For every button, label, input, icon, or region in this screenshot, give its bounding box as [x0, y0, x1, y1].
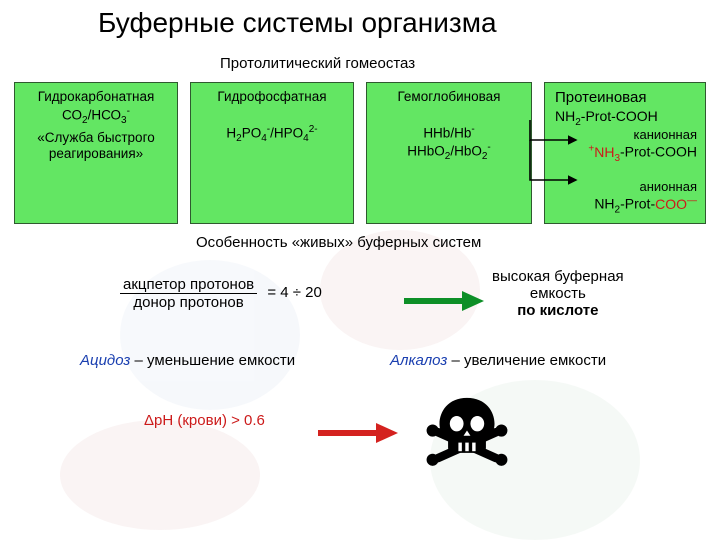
skull-icon	[424, 394, 510, 474]
box-formula-2: HHbO2/HbO2-	[373, 142, 525, 164]
alkalosis-text: Алкалоз – увеличение емкости	[390, 352, 606, 369]
hc-line2: емкость	[492, 285, 624, 302]
box-formula: H2PO4-/HPO42-	[197, 124, 347, 146]
box-formula-1: HHb/Hb-	[373, 124, 525, 142]
cationic-label: канионная	[588, 127, 697, 143]
alkalosis-rest: – увеличение емкости	[447, 352, 606, 369]
acidosis-text: Ацидоз – уменьшение емкости	[80, 352, 295, 369]
acidosis-term: Ацидоз	[80, 352, 130, 369]
subtitle: Протолитический гомеостаз	[220, 56, 415, 73]
ratio-expression: акцпетор протонов донор протонов = 4 ÷ 2…	[120, 276, 322, 311]
box-hemoglobin: Гемоглобиновая HHb/Hb- HHbO2/HbO2-	[366, 82, 532, 224]
ratio-denominator: донор протонов	[120, 294, 257, 311]
box-title: Протеиновая	[555, 89, 699, 108]
high-capacity-text: высокая буферная емкость по кислоте	[492, 268, 624, 319]
alkalosis-term: Алкалоз	[390, 352, 447, 369]
box-title: Гемоглобиновая	[373, 89, 525, 106]
hc-line1: высокая буферная	[492, 268, 624, 285]
acidosis-rest: – уменьшение емкости	[130, 352, 295, 369]
box-bicarbonate: Гидрокарбонатная СО2/НСО3- «Служба быстр…	[14, 82, 178, 224]
hc-line3: по кислоте	[492, 302, 624, 319]
protein-branch-arrow	[520, 116, 590, 196]
page-title: Буферные системы организма	[98, 8, 497, 39]
box-phosphate: Гидрофосфатная H2PO4-/HPO42-	[190, 82, 354, 224]
delta-ph-text: ΔрН (крови) > 0.6	[144, 412, 265, 429]
buffer-boxes-row: Гидрокарбонатная СО2/НСО3- «Служба быстр…	[14, 82, 706, 224]
anionic-label: анионная	[594, 179, 697, 195]
arrow-red-1	[316, 420, 402, 446]
ratio-rhs: = 4 ÷ 20	[267, 284, 322, 301]
anionic-formula: NH2-Prot-COO—	[594, 195, 697, 217]
box-note: «Служба быстрого реагирования»	[21, 130, 171, 164]
cationic-formula: +NH3-Prot-COOH	[588, 143, 697, 165]
box-title: Гидрофосфатная	[197, 89, 347, 106]
box-title: Гидрокарбонатная	[21, 89, 171, 106]
ratio-numerator: акцпетор протонов	[120, 276, 257, 294]
feature-heading: Особенность «живых» буферных систем	[196, 234, 481, 251]
box-formula: СО2/НСО3-	[21, 106, 171, 128]
arrow-green-1	[402, 288, 488, 314]
